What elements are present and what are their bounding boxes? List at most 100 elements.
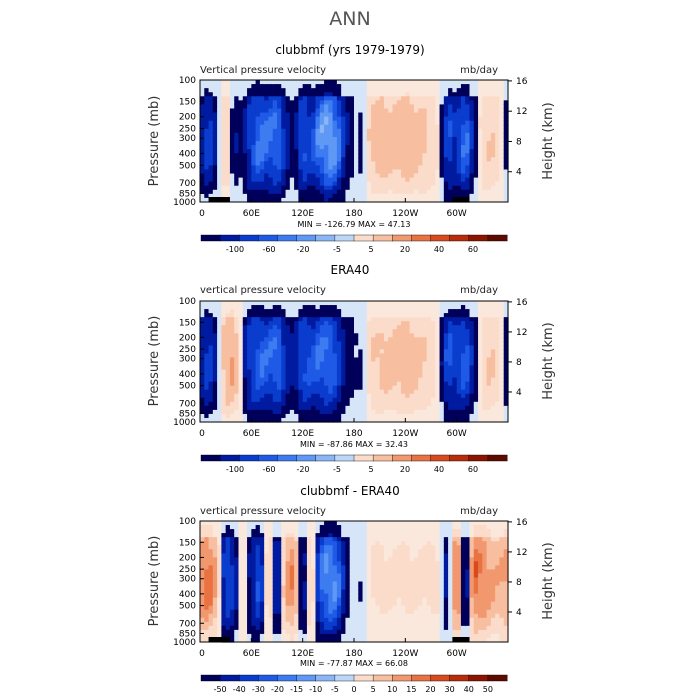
field-cell	[272, 136, 278, 142]
field-cell	[499, 92, 505, 97]
field-cell	[264, 561, 270, 566]
field-cell	[435, 181, 441, 187]
field-cell	[204, 613, 210, 619]
field-cell	[465, 333, 471, 338]
field-cell	[375, 189, 381, 195]
field-cell	[294, 301, 299, 306]
field-cell	[503, 124, 509, 130]
field-cell	[302, 317, 308, 322]
field-cell	[306, 88, 312, 93]
field-cell	[418, 413, 424, 419]
field-cell	[366, 100, 372, 105]
field-cell	[332, 309, 338, 314]
field-cell	[306, 305, 312, 310]
field-cell	[473, 193, 479, 199]
field-cell	[465, 381, 471, 387]
field-cell	[225, 557, 231, 562]
field-cell	[328, 369, 334, 375]
field-cell	[306, 136, 312, 142]
colorbar-box	[468, 234, 489, 242]
field-cell	[259, 80, 265, 85]
field-cell	[396, 185, 402, 191]
field-cell	[247, 153, 252, 158]
field-cell	[251, 345, 257, 350]
field-cell	[298, 413, 304, 419]
field-cell	[281, 149, 287, 154]
field-cell	[259, 365, 265, 371]
field-cell	[426, 92, 432, 97]
field-cell	[332, 345, 338, 350]
field-cell	[238, 609, 244, 615]
field-cell	[212, 165, 218, 171]
field-cell	[495, 181, 501, 187]
field-cell	[439, 413, 445, 419]
field-cell	[431, 309, 436, 314]
field-cell	[456, 193, 462, 199]
field-cell	[439, 100, 445, 105]
field-cell	[332, 409, 338, 415]
field-cell	[217, 617, 222, 623]
field-cell	[298, 193, 304, 199]
field-cell	[375, 365, 381, 371]
field-cell	[486, 349, 492, 355]
field-cell	[298, 96, 304, 101]
field-cell	[426, 157, 432, 162]
field-cell	[225, 96, 231, 101]
field-cell	[379, 369, 385, 375]
y-tick-label-right: 4	[516, 388, 522, 398]
field-cell	[379, 305, 385, 310]
field-cell	[422, 345, 428, 350]
field-cell	[392, 116, 398, 122]
field-cell	[336, 385, 342, 391]
field-cell	[392, 141, 398, 146]
field-cell	[482, 321, 488, 326]
field-cell	[371, 120, 376, 126]
field-cell	[306, 409, 312, 415]
field-cell	[503, 369, 509, 375]
field-cell	[238, 349, 244, 355]
field-cell	[281, 317, 287, 322]
field-cell	[460, 161, 466, 166]
field-cell	[208, 589, 214, 595]
field-cell	[499, 124, 505, 130]
field-cell	[238, 141, 244, 146]
field-cell	[208, 533, 214, 538]
field-cell	[345, 145, 351, 150]
field-cell	[495, 197, 501, 203]
field-cell	[319, 128, 325, 134]
field-cell	[212, 521, 218, 526]
field-cell	[251, 309, 257, 314]
field-cell	[332, 301, 338, 306]
field-cell	[495, 389, 501, 395]
field-cell	[482, 161, 488, 166]
field-cell	[465, 96, 471, 101]
field-cell	[358, 301, 364, 306]
field-cell	[302, 116, 308, 122]
field-cell	[503, 112, 509, 118]
field-cell	[247, 541, 252, 546]
field-cell	[460, 92, 466, 97]
field-cell	[388, 349, 394, 355]
field-cell	[289, 373, 295, 379]
field-cell	[234, 417, 240, 423]
field-cell	[242, 100, 248, 105]
field-cell	[247, 553, 252, 558]
field-cell	[354, 120, 359, 126]
field-cell	[422, 120, 428, 126]
field-cell	[478, 321, 483, 326]
field-cell	[392, 177, 398, 183]
field-cell	[349, 136, 355, 142]
field-cell	[354, 169, 359, 175]
field-cell	[358, 389, 364, 395]
field-cell	[259, 401, 265, 407]
field-cell	[212, 333, 218, 338]
field-cell	[204, 381, 210, 387]
field-cell	[465, 165, 471, 171]
field-cell	[200, 565, 205, 570]
field-cell	[469, 341, 475, 346]
field-cell	[452, 84, 458, 89]
field-cell	[212, 409, 218, 415]
field-cell	[379, 120, 385, 126]
field-cell	[452, 365, 458, 371]
field-cell	[268, 361, 274, 367]
